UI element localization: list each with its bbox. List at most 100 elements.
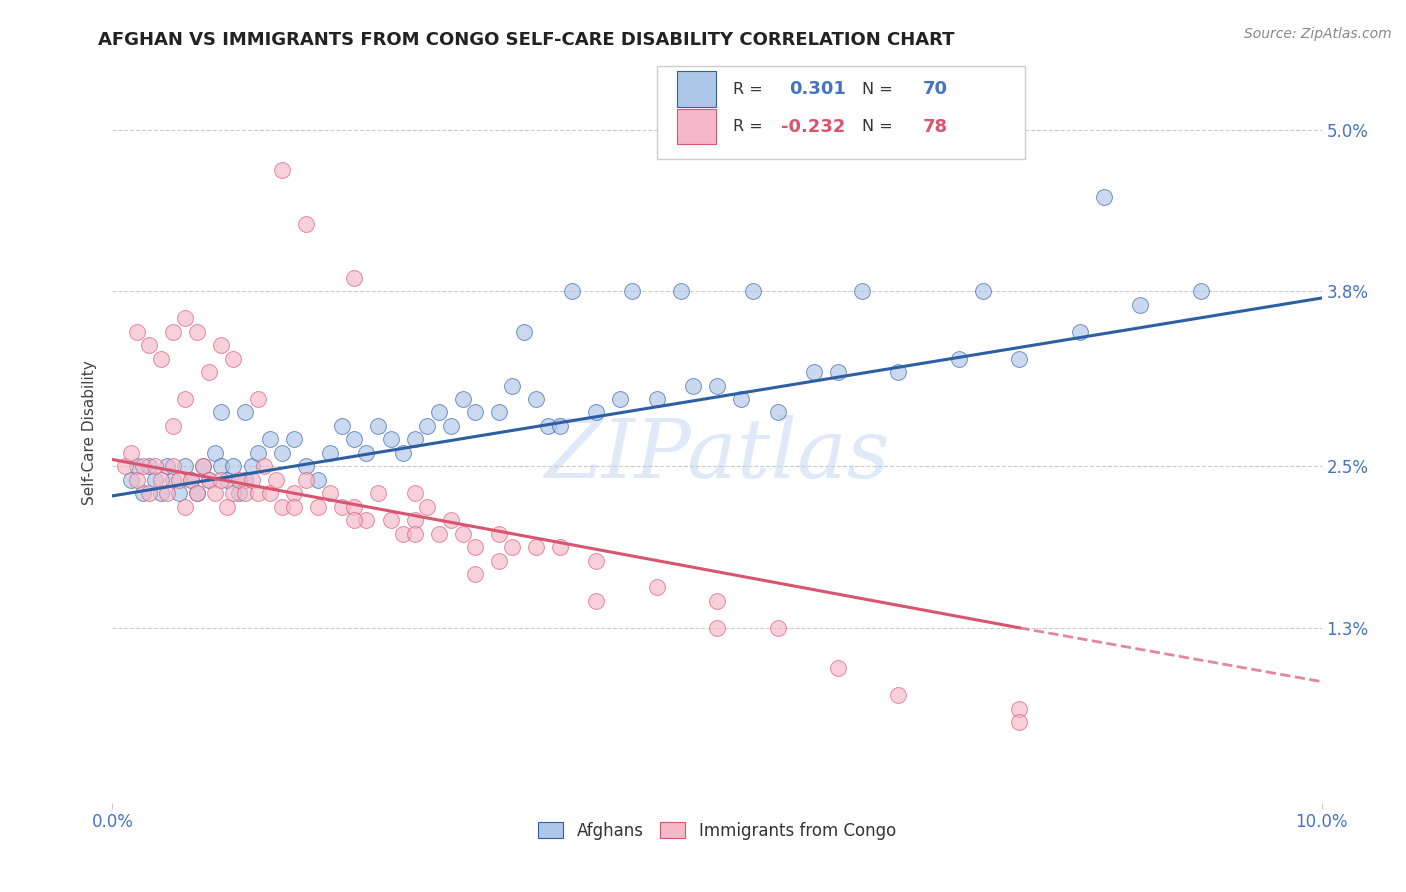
- Point: [367, 418, 389, 433]
- Text: 0.301: 0.301: [790, 80, 846, 98]
- Point: [706, 594, 728, 608]
- Point: [682, 378, 704, 392]
- Point: [501, 378, 523, 392]
- Point: [209, 459, 232, 474]
- Point: [167, 486, 190, 500]
- Point: [149, 351, 172, 366]
- Point: [404, 513, 426, 527]
- Point: [1008, 714, 1031, 729]
- Point: [1189, 285, 1212, 299]
- Point: [235, 486, 257, 500]
- Point: [180, 473, 202, 487]
- Point: [488, 405, 510, 419]
- Point: [524, 540, 547, 554]
- Point: [585, 405, 607, 419]
- Point: [948, 351, 970, 366]
- Point: [246, 392, 269, 406]
- Point: [330, 500, 353, 514]
- Point: [222, 351, 245, 366]
- Y-axis label: Self-Care Disability: Self-Care Disability: [82, 360, 97, 505]
- Point: [427, 526, 450, 541]
- Point: [404, 433, 426, 447]
- Point: [524, 392, 547, 406]
- Point: [319, 486, 342, 500]
- Point: [380, 433, 402, 447]
- Point: [972, 285, 994, 299]
- Point: [851, 285, 873, 299]
- Text: 70: 70: [922, 80, 948, 98]
- Point: [356, 446, 378, 460]
- Point: [235, 473, 257, 487]
- Point: [585, 594, 607, 608]
- Point: [264, 473, 287, 487]
- Point: [827, 661, 849, 675]
- Point: [253, 459, 276, 474]
- Point: [1092, 190, 1115, 204]
- Point: [132, 486, 155, 500]
- Point: [204, 446, 226, 460]
- Point: [464, 405, 486, 419]
- Point: [488, 553, 510, 567]
- Point: [222, 486, 245, 500]
- Point: [416, 500, 439, 514]
- Point: [391, 526, 413, 541]
- Text: R =: R =: [733, 82, 768, 96]
- Point: [307, 473, 329, 487]
- Point: [186, 486, 208, 500]
- Point: [246, 446, 269, 460]
- Point: [114, 459, 136, 474]
- Point: [186, 486, 208, 500]
- Point: [548, 418, 571, 433]
- Point: [191, 459, 215, 474]
- Point: [209, 405, 232, 419]
- Point: [827, 365, 849, 379]
- Point: [149, 473, 172, 487]
- Point: [585, 553, 607, 567]
- Point: [125, 325, 148, 339]
- Point: [259, 486, 281, 500]
- Point: [803, 365, 825, 379]
- Point: [283, 500, 305, 514]
- Point: [143, 473, 166, 487]
- Point: [645, 392, 668, 406]
- Point: [198, 473, 221, 487]
- Point: [766, 621, 789, 635]
- Point: [156, 486, 179, 500]
- Point: [343, 433, 366, 447]
- Point: [167, 473, 190, 487]
- Point: [440, 418, 463, 433]
- Bar: [678, 71, 716, 107]
- Point: [1129, 298, 1152, 312]
- Point: [217, 500, 239, 514]
- Point: [120, 473, 142, 487]
- Bar: [678, 109, 716, 145]
- Text: Source: ZipAtlas.com: Source: ZipAtlas.com: [1244, 27, 1392, 41]
- Point: [391, 446, 413, 460]
- Point: [706, 621, 728, 635]
- Point: [440, 513, 463, 527]
- Point: [283, 486, 305, 500]
- Point: [162, 418, 184, 433]
- Point: [451, 526, 474, 541]
- Point: [180, 473, 202, 487]
- Point: [120, 446, 142, 460]
- Point: [228, 473, 250, 487]
- FancyBboxPatch shape: [657, 66, 1025, 159]
- Point: [488, 526, 510, 541]
- Point: [204, 486, 226, 500]
- Point: [174, 500, 197, 514]
- Point: [427, 405, 450, 419]
- Text: ZIPatlas: ZIPatlas: [544, 415, 890, 495]
- Point: [730, 392, 752, 406]
- Text: R =: R =: [733, 120, 768, 134]
- Point: [887, 365, 910, 379]
- Point: [143, 459, 166, 474]
- Point: [356, 513, 378, 527]
- Point: [367, 486, 389, 500]
- Point: [645, 581, 668, 595]
- Point: [283, 433, 305, 447]
- Point: [706, 378, 728, 392]
- Point: [270, 163, 292, 178]
- Point: [404, 486, 426, 500]
- Point: [609, 392, 631, 406]
